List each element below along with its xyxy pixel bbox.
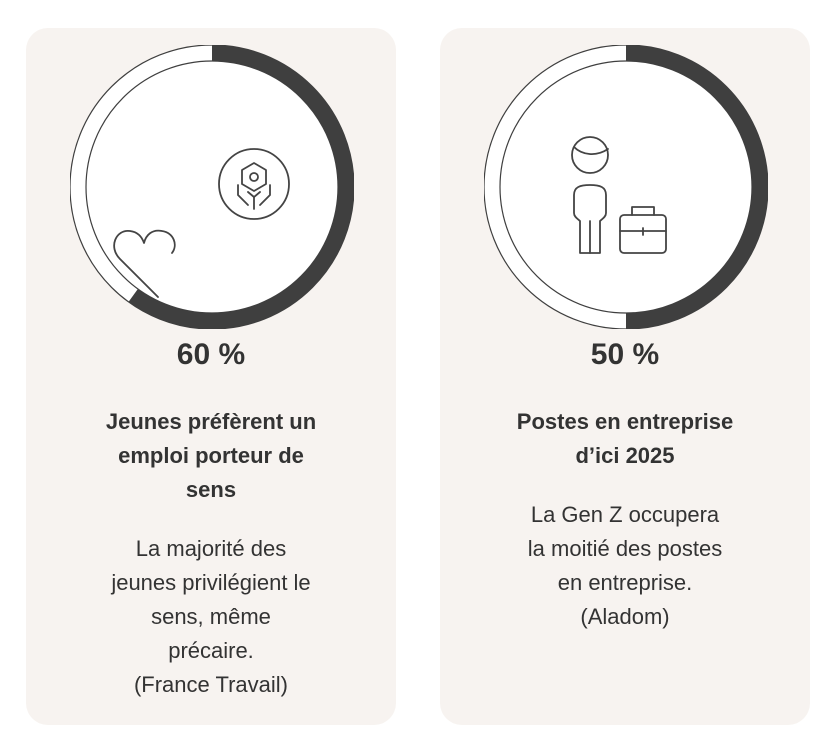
progress-ring	[484, 45, 768, 329]
progress-ring-fill	[128, 45, 354, 329]
progress-ring	[70, 45, 354, 329]
percent-value: 50 %	[590, 338, 660, 371]
stat-heading: Jeunes préfèrent un emploi porteur de se…	[105, 409, 317, 502]
stat-description: La majorité des jeunes privilégient le s…	[111, 536, 311, 697]
heart-and-hands-icon	[113, 148, 290, 298]
stat-description: La Gen Z occupera la moitié des postes e…	[527, 502, 723, 629]
stat-card: 50 % Postes en entreprise d’ici 2025 La …	[440, 28, 810, 725]
person-with-briefcase-icon	[571, 136, 667, 254]
percent-value: 60 %	[176, 338, 246, 371]
stat-card: 60 % Jeunes préfèrent un emploi porteur …	[26, 28, 396, 725]
progress-ring-fill	[626, 45, 768, 329]
stat-heading: Postes en entreprise d’ici 2025	[516, 409, 734, 468]
